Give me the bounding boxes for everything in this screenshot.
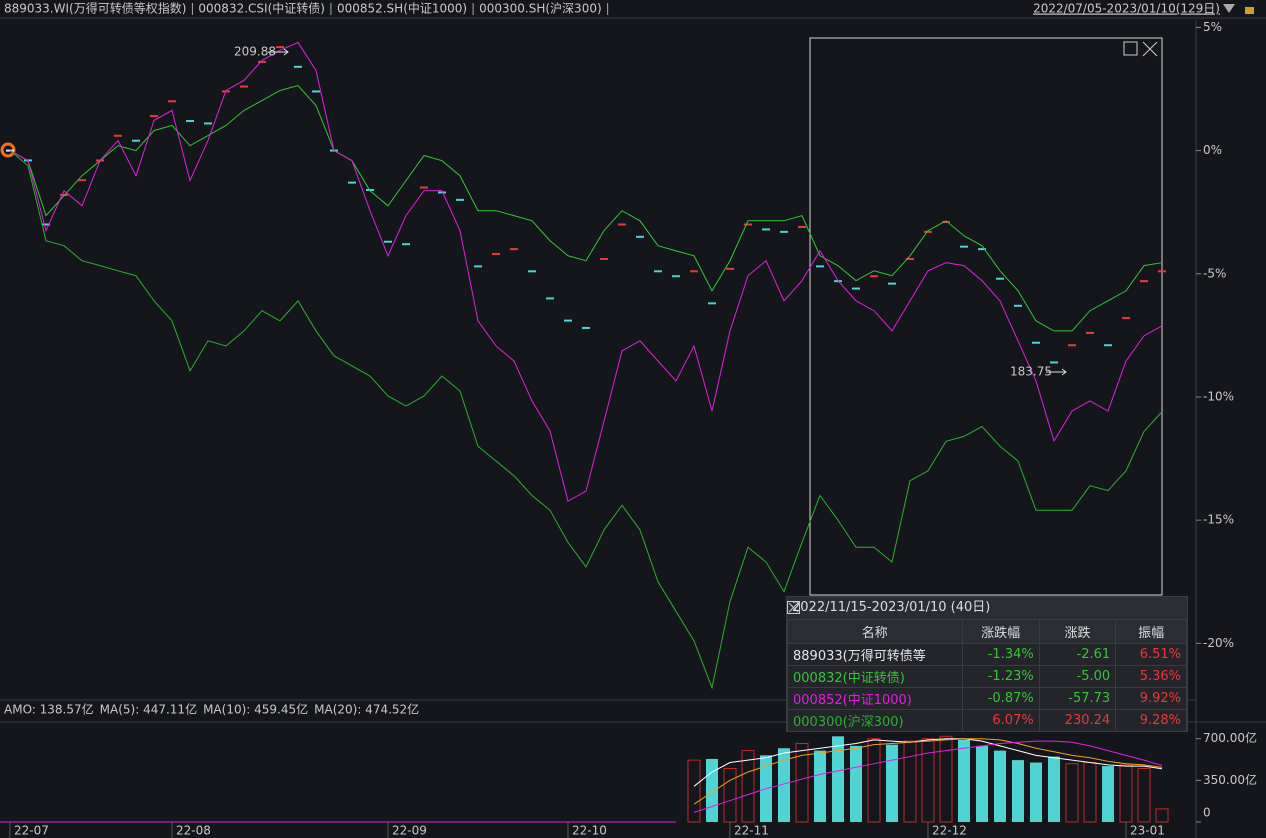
table-cell: -2.61 [1038,643,1117,666]
x-tick-label: 22-11 [734,824,769,838]
x-tick-label: 23-01 [1130,824,1165,838]
maximize-icon[interactable] [1123,41,1138,56]
volume-bar [1137,767,1151,823]
close-icon[interactable] [1142,41,1158,57]
volume-legend: MA(20): 474.52亿 [314,702,419,717]
volume-bar [706,758,718,822]
table-cell: 6.07% [961,709,1040,732]
volume-legend: AMO: 138.57亿 [4,702,94,717]
volume-bar [1119,764,1133,823]
y-tick-label: -10% [1203,389,1234,403]
table-cell: 9.28% [1115,709,1187,732]
table-cell: -1.23% [961,665,1040,688]
lock-icon[interactable] [1245,7,1254,14]
row-name: 000832(中证转债) [787,665,963,688]
table-cell: -57.73 [1038,687,1117,710]
volume-bar [939,735,953,823]
stats-popup: 2022/11/15-2023/01/10 (40日) 名称 涨跌幅 涨跌 振幅 889… [786,596,1188,732]
annotation: 209.88 [234,45,276,59]
volume-bar [814,750,826,822]
table-cell: -0.87% [961,687,1040,710]
legend-entry: 889033.WI(万得可转债等权指数) [4,1,186,16]
y-tick-label: -20% [1203,636,1234,650]
x-tick-label: 22-12 [932,824,967,838]
table-row: 000832(中证转债) -1.23% -5.00 5.36% [787,665,1187,688]
legend-entry: 000852.SH(中证1000) [337,1,467,16]
table-cell: -1.34% [961,643,1040,666]
annotation-arrow [268,48,289,56]
selection-box [809,37,1163,596]
volume-bar [886,744,898,822]
row-name: 000300(沪深300) [787,709,963,732]
volume-bar [687,759,701,823]
column-header: 名称 [787,619,963,644]
x-tick-label: 22-09 [392,824,427,838]
table-cell: 5.36% [1115,665,1187,688]
volume-bar [921,738,935,823]
volume-legend: MA(10): 459.45亿 [203,702,308,717]
series-line [9,150,1163,690]
volume-bar [1030,762,1042,822]
volume-bar [850,745,862,822]
y-tick-label: 350.00亿 [1203,772,1257,787]
legend-entry: 000300.SH(沪深300) [479,2,602,16]
y-tick-label: -5% [1203,266,1226,280]
series-line [693,738,1163,787]
volume-legend: MA(5): 447.11亿 [100,702,197,717]
volume-bar [994,750,1006,822]
popup-title: 2022/11/15-2023/01/10 (40日) [787,597,1187,619]
volume-bar [958,739,970,822]
popup-close[interactable] [787,601,800,614]
table-cell: 6.51% [1115,643,1187,666]
row-name: 889033(万得可转债等 [787,643,963,666]
x-tick-label: 22-10 [572,824,607,838]
table-cell: 230.24 [1038,709,1117,732]
y-tick-label: 0% [1203,143,1222,157]
volume-bar [1102,766,1114,822]
table-row: 000300(沪深300) 6.07% 230.24 9.28% [787,709,1187,732]
annotation-arrow [1046,368,1067,376]
volume-bar [723,767,737,823]
dropdown-icon[interactable] [1223,4,1235,13]
y-tick-label: -15% [1203,513,1234,527]
volume-bar [1155,808,1169,823]
volume-bar [867,738,881,823]
column-header: 涨跌幅 [961,619,1040,644]
y-tick-label: 700.00亿 [1203,730,1257,745]
annotation: 183.75 [1010,365,1052,379]
y-tick-label: 0 [1203,806,1211,820]
volume-bar [903,740,917,823]
header-row: 名称 涨跌幅 涨跌 振幅 [787,619,1187,644]
table-cell: -5.00 [1038,665,1117,688]
row-name: 000852(中证1000) [787,687,963,710]
series-line [9,84,1163,332]
table-row: 889033(万得可转债等 -1.34% -2.61 6.51% [787,643,1187,666]
volume-bar [1083,762,1097,823]
volume-bar [741,750,755,823]
y-tick-label: 5% [1203,20,1222,34]
volume-bar [1065,763,1079,823]
series-line [693,738,1163,805]
table-cell: 9.92% [1115,687,1187,710]
volume-bar [1048,756,1060,822]
series-line [9,41,1163,502]
table-row: 000852(中证1000) -0.87% -57.73 9.92% [787,687,1187,710]
volume-bar [832,736,844,822]
date-range[interactable]: 2022/07/05-2023/01/10(129日) [1033,2,1220,16]
volume-bar [795,742,809,823]
x-tick-label: 22-07 [14,824,49,838]
column-header: 涨跌 [1038,619,1117,644]
x-tick-label: 22-08 [176,824,211,838]
volume-bar [1012,760,1024,822]
stats-table: 名称 涨跌幅 涨跌 振幅 889033(万得可转债等 -1.34% -2.61 6.51% 00… [787,619,1187,732]
volume-bar [976,745,988,822]
series-line [693,740,1163,813]
legend-entry: 000832.CSI(中证转债) [198,1,325,16]
column-header: 振幅 [1115,619,1187,644]
popup-title-text: 2022/11/15-2023/01/10 (40日) [792,600,991,615]
volume-bar [778,748,790,822]
